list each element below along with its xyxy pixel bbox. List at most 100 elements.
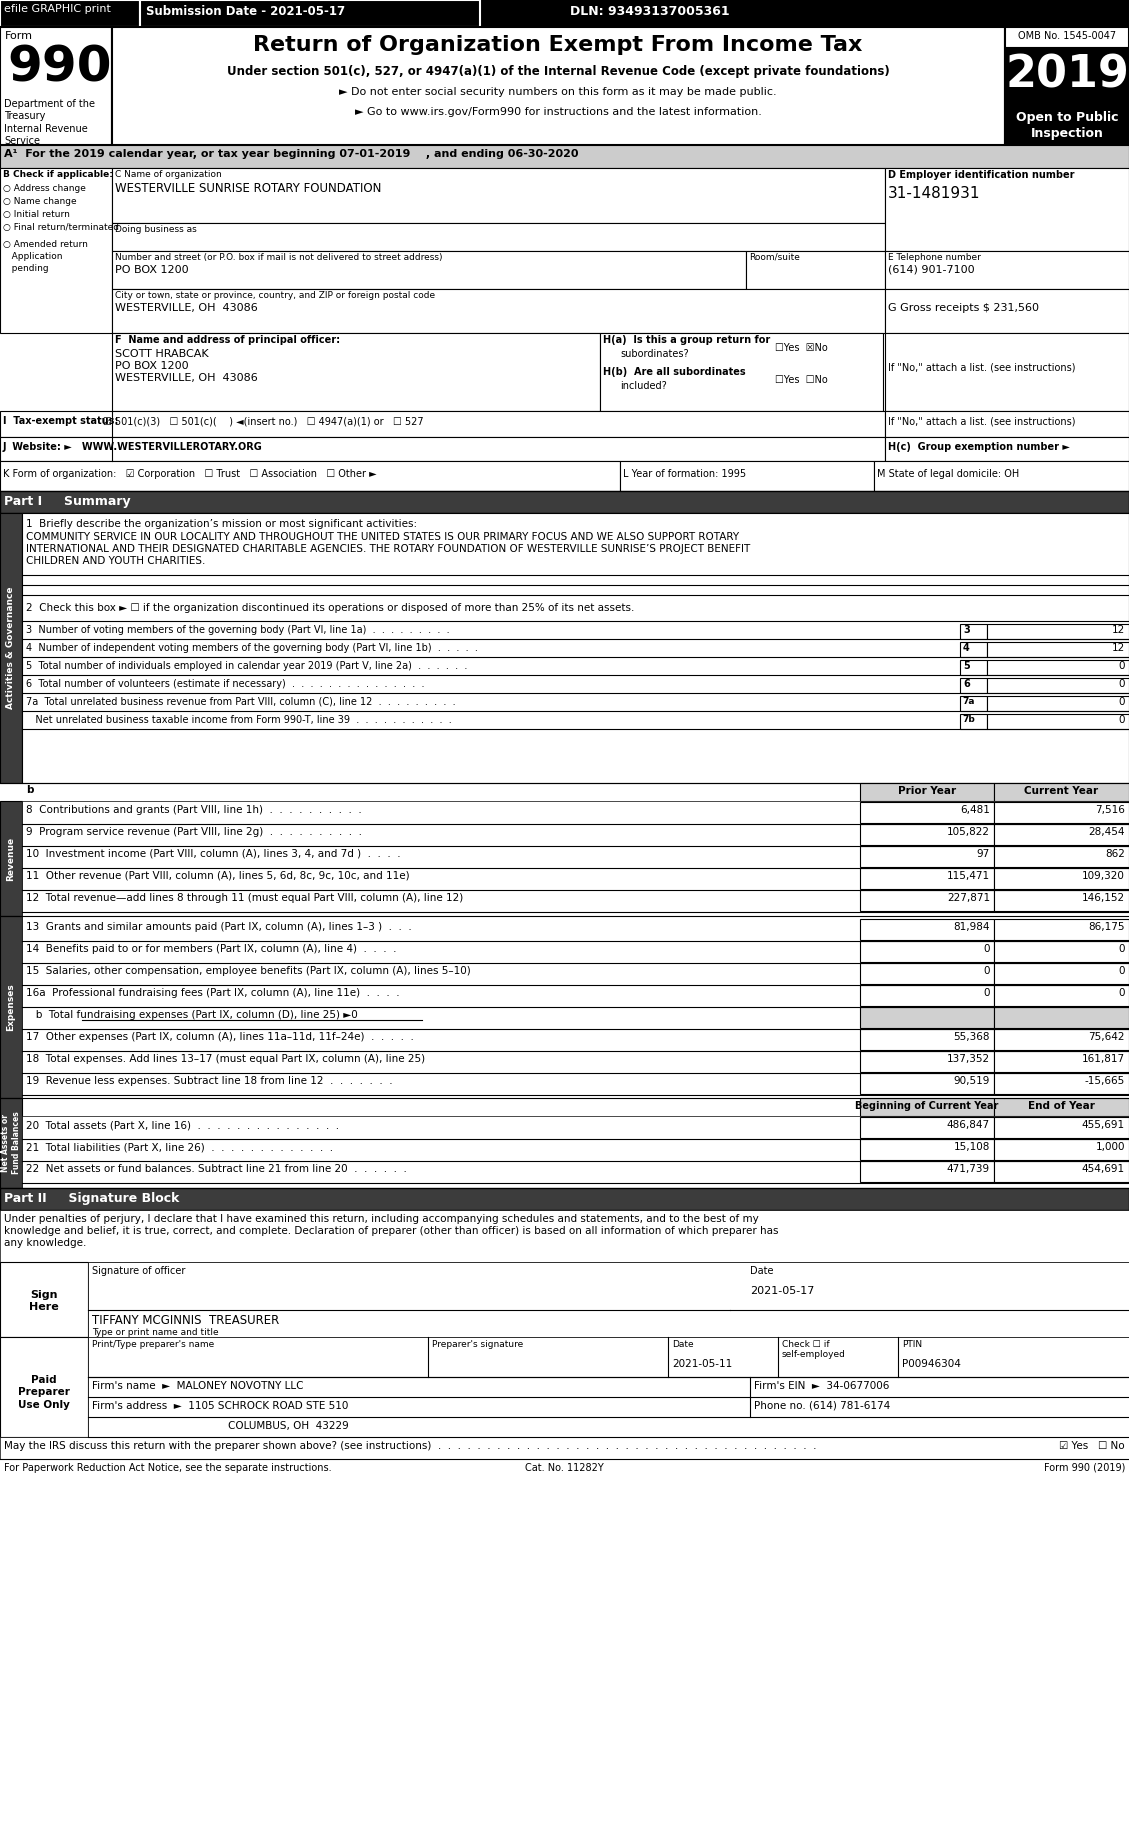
- Bar: [860, 824, 994, 846]
- Bar: [994, 1051, 1129, 1072]
- Text: 22  Net assets or fund balances. Subtract line 21 from line 20  .  .  .  .  .  .: 22 Net assets or fund balances. Subtract…: [26, 1164, 406, 1175]
- Bar: [960, 696, 987, 711]
- Text: Print/Type preparer's name: Print/Type preparer's name: [91, 1339, 215, 1348]
- Text: 2021-05-17: 2021-05-17: [750, 1286, 814, 1295]
- Text: WESTERVILLE SUNRISE ROTARY FOUNDATION: WESTERVILLE SUNRISE ROTARY FOUNDATION: [115, 183, 382, 195]
- Text: 161,817: 161,817: [1082, 1054, 1124, 1063]
- Text: If "No," attach a list. (see instructions): If "No," attach a list. (see instruction…: [889, 417, 1076, 428]
- Text: 0: 0: [983, 988, 990, 998]
- Text: 3: 3: [963, 625, 970, 636]
- Bar: [21, 915, 1129, 1098]
- Bar: [860, 846, 994, 868]
- Text: For Paperwork Reduction Act Notice, see the separate instructions.: For Paperwork Reduction Act Notice, see …: [5, 1463, 332, 1473]
- Bar: [885, 437, 1129, 460]
- Bar: [994, 1098, 1129, 1116]
- Bar: [994, 1116, 1129, 1138]
- Text: COMMUNITY SERVICE IN OUR LOCALITY AND THROUGHOUT THE UNITED STATES IS OUR PRIMAR: COMMUNITY SERVICE IN OUR LOCALITY AND TH…: [26, 532, 739, 543]
- Text: City or town, state or province, country, and ZIP or foreign postal code: City or town, state or province, country…: [115, 290, 435, 300]
- Text: 31-1481931: 31-1481931: [889, 186, 980, 201]
- Text: B Check if applicable:: B Check if applicable:: [3, 170, 113, 179]
- Text: H(c)  Group exemption number ►: H(c) Group exemption number ►: [889, 442, 1070, 451]
- Bar: [960, 660, 987, 674]
- Bar: [88, 1337, 1129, 1438]
- Text: b: b: [26, 786, 34, 795]
- Text: 17  Other expenses (Part IX, column (A), lines 11a–11d, 11f–24e)  .  .  .  .  .: 17 Other expenses (Part IX, column (A), …: [26, 1032, 414, 1041]
- Text: Beginning of Current Year: Beginning of Current Year: [856, 1102, 999, 1111]
- Bar: [860, 1160, 994, 1182]
- Text: 2021-05-11: 2021-05-11: [672, 1359, 733, 1368]
- Bar: [860, 1116, 994, 1138]
- Text: PO BOX 1200: PO BOX 1200: [115, 265, 189, 276]
- Text: Preparer's signature: Preparer's signature: [432, 1339, 523, 1348]
- Bar: [987, 678, 1129, 692]
- Text: 13  Grants and similar amounts paid (Part IX, column (A), lines 1–3 )  .  .  .: 13 Grants and similar amounts paid (Part…: [26, 923, 412, 932]
- Text: 81,984: 81,984: [954, 923, 990, 932]
- Text: Sign
Here: Sign Here: [29, 1290, 59, 1312]
- Bar: [860, 1072, 994, 1094]
- Text: 7,516: 7,516: [1095, 806, 1124, 815]
- Bar: [0, 1262, 88, 1337]
- Text: pending: pending: [3, 263, 49, 272]
- Text: 4  Number of independent voting members of the governing body (Part VI, line 1b): 4 Number of independent voting members o…: [26, 643, 478, 652]
- Text: 115,471: 115,471: [947, 871, 990, 881]
- Text: 6  Total number of volunteers (estimate if necessary)  .  .  .  .  .  .  .  .  .: 6 Total number of volunteers (estimate i…: [26, 680, 425, 689]
- Text: 18  Total expenses. Add lines 13–17 (must equal Part IX, column (A), line 25): 18 Total expenses. Add lines 13–17 (must…: [26, 1054, 426, 1063]
- Text: 12: 12: [1112, 625, 1124, 636]
- Bar: [0, 800, 21, 915]
- Bar: [21, 800, 1129, 915]
- Text: P00946304: P00946304: [902, 1359, 961, 1368]
- Text: 75,642: 75,642: [1088, 1032, 1124, 1041]
- Bar: [994, 890, 1129, 912]
- Bar: [994, 846, 1129, 868]
- Text: ☐Yes  ☒No: ☐Yes ☒No: [774, 343, 828, 353]
- Text: 0: 0: [983, 945, 990, 954]
- Text: 15,108: 15,108: [954, 1142, 990, 1153]
- Text: b  Total fundraising expenses (Part IX, column (D), line 25) ►0: b Total fundraising expenses (Part IX, c…: [26, 1010, 358, 1019]
- Text: 0: 0: [1119, 696, 1124, 707]
- Text: 5  Total number of individuals employed in calendar year 2019 (Part V, line 2a) : 5 Total number of individuals employed i…: [26, 661, 467, 671]
- Bar: [0, 1098, 21, 1188]
- Bar: [860, 1138, 994, 1160]
- Bar: [994, 1160, 1129, 1182]
- Text: 2  Check this box ► ☐ if the organization discontinued its operations or dispose: 2 Check this box ► ☐ if the organization…: [26, 603, 634, 614]
- Text: DLN: 93493137005361: DLN: 93493137005361: [570, 5, 729, 18]
- Text: WESTERVILLE, OH  43086: WESTERVILLE, OH 43086: [115, 303, 257, 312]
- Bar: [994, 985, 1129, 1007]
- Text: 7a  Total unrelated business revenue from Part VIII, column (C), line 12  .  .  : 7a Total unrelated business revenue from…: [26, 696, 456, 707]
- Text: 4: 4: [963, 643, 970, 652]
- Text: Firm's EIN  ►  34-0677006: Firm's EIN ► 34-0677006: [754, 1381, 890, 1390]
- Bar: [960, 678, 987, 692]
- Text: 20  Total assets (Part X, line 16)  .  .  .  .  .  .  .  .  .  .  .  .  .  .  .: 20 Total assets (Part X, line 16) . . . …: [26, 1120, 339, 1131]
- Text: ☑ 501(c)(3)   ☐ 501(c)(    ) ◄(insert no.)   ☐ 4947(a)(1) or   ☐ 527: ☑ 501(c)(3) ☐ 501(c)( ) ◄(insert no.) ☐ …: [103, 417, 423, 428]
- Text: ► Go to www.irs.gov/Form990 for instructions and the latest information.: ► Go to www.irs.gov/Form990 for instruct…: [355, 108, 761, 117]
- Text: Part II     Signature Block: Part II Signature Block: [5, 1191, 180, 1206]
- Text: ○ Initial return: ○ Initial return: [3, 210, 70, 219]
- Text: Form 990 (2019): Form 990 (2019): [1043, 1463, 1124, 1473]
- Text: C Name of organization: C Name of organization: [115, 170, 221, 179]
- Bar: [112, 168, 885, 223]
- Text: 0: 0: [1119, 966, 1124, 976]
- Text: End of Year: End of Year: [1029, 1102, 1095, 1111]
- Text: 16a  Professional fundraising fees (Part IX, column (A), line 11e)  .  .  .  .: 16a Professional fundraising fees (Part …: [26, 988, 400, 998]
- Text: Room/suite: Room/suite: [749, 252, 799, 261]
- Text: 0: 0: [983, 966, 990, 976]
- Bar: [885, 250, 1129, 289]
- Bar: [0, 437, 885, 460]
- Bar: [860, 784, 994, 800]
- Text: 11  Other revenue (Part VIII, column (A), lines 5, 6d, 8c, 9c, 10c, and 11e): 11 Other revenue (Part VIII, column (A),…: [26, 871, 410, 881]
- Text: Return of Organization Exempt From Income Tax: Return of Organization Exempt From Incom…: [253, 35, 863, 55]
- Text: 7b: 7b: [962, 714, 974, 723]
- Bar: [994, 963, 1129, 985]
- Text: 8  Contributions and grants (Part VIII, line 1h)  .  .  .  .  .  .  .  .  .  .: 8 Contributions and grants (Part VIII, l…: [26, 806, 361, 815]
- Bar: [987, 714, 1129, 729]
- Text: ○ Address change: ○ Address change: [3, 185, 86, 194]
- Text: Paid
Preparer
Use Only: Paid Preparer Use Only: [18, 1376, 70, 1410]
- Bar: [987, 696, 1129, 711]
- Text: Cat. No. 11282Y: Cat. No. 11282Y: [525, 1463, 604, 1473]
- Text: Date: Date: [672, 1339, 693, 1348]
- Bar: [88, 1262, 1129, 1337]
- Text: Application: Application: [3, 252, 62, 261]
- Bar: [860, 1029, 994, 1051]
- Text: 227,871: 227,871: [947, 893, 990, 903]
- Bar: [140, 0, 480, 27]
